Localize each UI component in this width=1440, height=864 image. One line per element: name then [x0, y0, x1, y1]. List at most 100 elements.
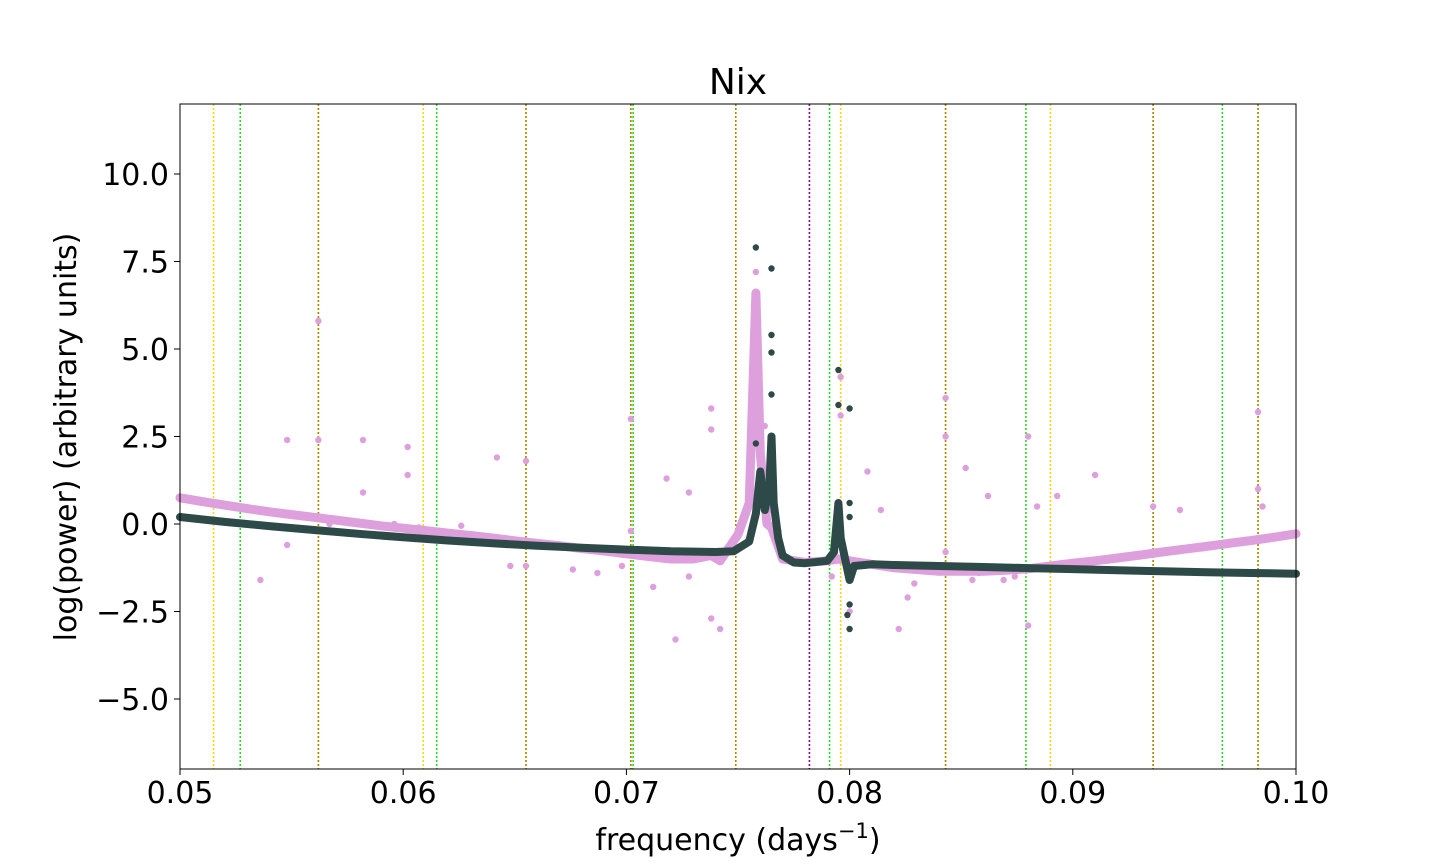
series-1-point-21 — [774, 534, 782, 542]
series-0-point-13 — [466, 532, 474, 539]
series-0-point-101 — [1091, 471, 1099, 479]
series-1-point-18 — [766, 485, 773, 493]
series-0-point-65 — [404, 471, 411, 479]
series-1-point-27 — [835, 499, 842, 507]
series-1-point-45 — [768, 331, 775, 339]
series-0-point-120 — [326, 520, 333, 528]
series-1-point-47 — [768, 391, 775, 398]
series-0-point-57 — [315, 436, 322, 444]
x-axis-label-main: frequency (days — [595, 823, 838, 858]
series-0-point-25 — [716, 557, 724, 564]
series-0-point-109 — [569, 566, 577, 573]
series-0-point-55 — [1270, 534, 1277, 541]
series-0-point-93 — [942, 433, 949, 440]
series-0-point-73 — [685, 573, 693, 580]
series-1-point-3 — [310, 526, 318, 534]
series-1-point-10 — [623, 546, 630, 553]
series-1-point-4 — [355, 530, 362, 537]
x-tick-label-1: 0.06 — [370, 776, 437, 811]
series-1-point-50 — [846, 405, 853, 412]
series-1-point-28 — [837, 534, 844, 542]
y-tick-label-2: 5.0 — [121, 333, 169, 368]
series-0-point-60 — [283, 541, 291, 549]
series-0-point-70 — [493, 454, 501, 461]
reference-lines — [212, 104, 1259, 769]
series-0-point-103 — [1176, 506, 1184, 514]
series-0-point-30 — [763, 520, 771, 528]
series-0-point-102 — [1149, 503, 1157, 510]
series-0-point-85 — [837, 412, 844, 419]
series-0-point-63 — [359, 489, 367, 496]
series-0-point-91 — [904, 594, 911, 601]
series-1-point-31 — [850, 562, 858, 570]
series-1-point-30 — [846, 576, 853, 584]
x-axis-label-end: ) — [869, 823, 881, 858]
series-0-point-26 — [734, 531, 742, 538]
series-0-point-28 — [752, 289, 760, 297]
series-1-point-25 — [824, 557, 831, 564]
series-1-point-7 — [489, 540, 496, 547]
series-0-point-88 — [877, 506, 885, 514]
series-1-point-34 — [935, 562, 943, 570]
series-1-point-8 — [533, 542, 541, 549]
series-1-point-55 — [844, 611, 851, 619]
series-0-point-81 — [752, 268, 760, 276]
data-points — [175, 244, 1301, 643]
x-tick-label-0: 0.05 — [147, 776, 214, 811]
series-0-point-98 — [1024, 622, 1032, 629]
series-0-point-104 — [1254, 408, 1262, 416]
series-1-point-38 — [1114, 567, 1121, 574]
series-0-point-84 — [837, 373, 844, 381]
x-axis: 0.05 0.06 0.07 0.08 0.09 0.10 — [147, 769, 1329, 811]
series-1-point-41 — [1248, 569, 1255, 577]
series-1-point-49 — [835, 401, 842, 409]
series-0-point-78 — [649, 583, 657, 591]
series-0-point-118 — [1000, 576, 1007, 584]
series-1-point-43 — [752, 244, 760, 251]
series-0-point-75 — [708, 426, 715, 433]
series-0-point-50 — [1158, 548, 1166, 556]
series-0-point-10 — [400, 525, 407, 532]
series-1-point-23 — [790, 559, 797, 566]
chart-title: Nix — [709, 62, 767, 103]
series-0-point-74 — [708, 405, 715, 412]
series-1-point-11 — [667, 548, 675, 555]
series-0-point-22 — [667, 555, 675, 563]
series-0-point-27 — [745, 499, 753, 507]
series-0-point-94 — [942, 548, 949, 556]
series-0-point-5 — [288, 511, 295, 518]
y-tick-label-3: 2.5 — [121, 421, 169, 456]
series-1-point-46 — [768, 349, 775, 356]
x-axis-label-superscript: −1 — [838, 819, 869, 843]
series-1-point-19 — [768, 433, 775, 440]
x-tick-label-4: 0.09 — [1039, 776, 1106, 811]
series-0-point-69 — [627, 527, 635, 535]
series-0-point-77 — [708, 615, 715, 622]
series-1-point-53 — [846, 601, 853, 608]
series-0-point-87 — [864, 468, 871, 475]
series-1-point-36 — [1024, 564, 1032, 572]
series-0-point-67 — [522, 562, 530, 570]
series-0-point-117 — [975, 569, 983, 577]
series-1-point-48 — [835, 366, 842, 374]
y-tick-label-5: −2.5 — [96, 596, 169, 631]
series-1-point-12 — [712, 548, 719, 556]
series-0-point-48 — [1114, 554, 1121, 562]
series-0-point-92 — [942, 394, 949, 402]
series-1-point-35 — [980, 563, 987, 571]
plot-area-frame — [179, 103, 1297, 770]
series-0-point-6 — [310, 514, 318, 521]
series-0-point-23 — [690, 555, 697, 563]
series-0-point-72 — [685, 489, 693, 496]
series-0-point-115 — [911, 580, 918, 587]
series-0-point-7 — [333, 516, 340, 524]
series-0-point-83 — [761, 422, 768, 430]
series-1-point-20 — [770, 499, 777, 507]
series-0-point-54 — [1248, 537, 1255, 544]
series-0-point-49 — [1136, 551, 1143, 559]
series-1-point-5 — [400, 534, 407, 541]
series-0-point-100 — [1053, 492, 1061, 500]
series-0-point-8 — [355, 519, 362, 527]
series-1-point-9 — [578, 544, 585, 551]
